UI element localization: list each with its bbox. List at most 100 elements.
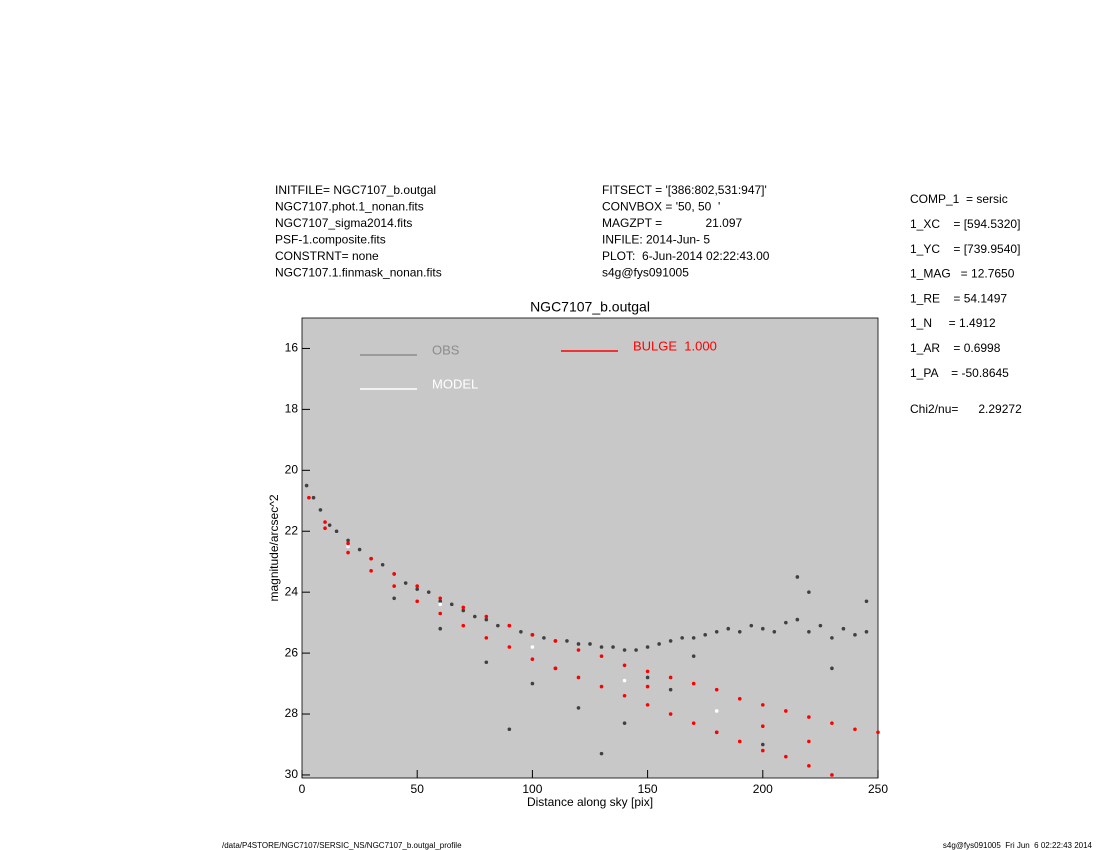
point xyxy=(645,645,650,649)
point xyxy=(553,639,558,643)
point xyxy=(657,642,661,646)
point xyxy=(438,626,443,631)
y-tick-label: 22 xyxy=(285,523,299,537)
point xyxy=(507,645,512,649)
point xyxy=(807,629,811,634)
point xyxy=(346,538,350,543)
y-axis-label: magnitude/arcsec^2 xyxy=(267,494,281,601)
header-left: INITFILE= NGC7107_b.outgal xyxy=(275,183,436,197)
point xyxy=(576,706,581,710)
point xyxy=(357,547,362,552)
header-left: CONSTRNT= none xyxy=(275,249,379,263)
point xyxy=(691,681,696,686)
point xyxy=(484,617,489,622)
point xyxy=(311,495,316,500)
y-tick-label: 20 xyxy=(285,462,299,476)
point xyxy=(507,623,512,628)
point xyxy=(622,693,627,698)
point xyxy=(864,629,869,634)
point xyxy=(714,730,719,735)
point xyxy=(599,751,604,756)
point xyxy=(795,575,800,579)
point xyxy=(438,596,443,601)
point xyxy=(461,623,466,628)
point xyxy=(645,684,650,689)
point xyxy=(703,633,707,637)
point xyxy=(691,721,696,725)
point xyxy=(426,590,431,594)
footer-left: /data/P4STORE/NGC7107/SERSIC_NS/NGC7107_… xyxy=(222,841,462,850)
legend-label: BULGE 1.000 xyxy=(633,338,717,353)
point xyxy=(369,556,373,561)
point xyxy=(611,645,615,649)
point xyxy=(599,645,604,649)
param: 1_YC = [739.9540] xyxy=(910,242,1020,256)
point xyxy=(876,730,880,735)
point xyxy=(542,636,546,640)
point xyxy=(318,508,323,512)
header-left: PSF-1.composite.fits xyxy=(275,233,386,247)
point xyxy=(507,727,512,732)
point xyxy=(795,617,800,622)
point xyxy=(726,626,731,631)
point xyxy=(415,599,420,604)
point xyxy=(668,687,673,692)
x-tick-label: 200 xyxy=(753,782,773,796)
point xyxy=(807,739,811,744)
point xyxy=(327,523,332,527)
point xyxy=(449,602,454,607)
point xyxy=(622,648,627,652)
point xyxy=(807,590,811,594)
header-middle: INFILE: 2014-Jun- 5 xyxy=(602,233,710,247)
param: 1_PA = -50.8645 xyxy=(910,366,1009,380)
point xyxy=(761,724,765,729)
point xyxy=(761,626,765,631)
legend-label: OBS xyxy=(432,342,460,357)
header-middle: FITSECT = '[386:802,531:947]' xyxy=(602,183,767,197)
point xyxy=(473,614,477,619)
point xyxy=(830,721,834,725)
point xyxy=(484,636,489,640)
point xyxy=(346,541,350,546)
point xyxy=(737,696,742,701)
point xyxy=(484,660,489,665)
point xyxy=(403,581,408,585)
header-middle: MAGZPT = 21.097 xyxy=(602,216,742,230)
point xyxy=(830,666,834,671)
point xyxy=(645,703,650,707)
x-tick-label: 150 xyxy=(638,782,658,796)
point xyxy=(714,687,719,692)
point xyxy=(599,654,604,658)
point xyxy=(530,657,535,661)
point xyxy=(772,629,777,634)
point xyxy=(530,633,535,637)
point xyxy=(853,633,857,637)
point xyxy=(622,663,627,668)
point xyxy=(346,550,350,555)
param: 1_N = 1.4912 xyxy=(910,316,996,330)
point xyxy=(714,629,719,634)
point xyxy=(634,648,638,652)
y-tick-label: 24 xyxy=(285,584,299,598)
param: COMP_1 = sersic xyxy=(910,192,1008,206)
point xyxy=(576,675,581,680)
point xyxy=(818,623,823,628)
point xyxy=(864,599,869,604)
param: 1_MAG = 12.7650 xyxy=(910,267,1015,281)
y-tick-label: 26 xyxy=(285,645,299,659)
point xyxy=(668,712,673,716)
chart-title: NGC7107_b.outgal xyxy=(530,299,650,315)
point xyxy=(576,648,581,652)
point xyxy=(588,642,592,646)
point xyxy=(496,623,500,628)
y-tick-label: 28 xyxy=(285,706,299,720)
header-middle: PLOT: 6-Jun-2014 02:22:43.00 xyxy=(602,249,770,263)
point xyxy=(415,587,420,591)
point xyxy=(576,642,581,646)
point xyxy=(680,636,684,640)
y-tick-label: 18 xyxy=(285,402,299,416)
point xyxy=(691,654,696,658)
point xyxy=(307,495,311,500)
y-tick-label: 30 xyxy=(285,767,299,781)
point xyxy=(761,703,765,707)
